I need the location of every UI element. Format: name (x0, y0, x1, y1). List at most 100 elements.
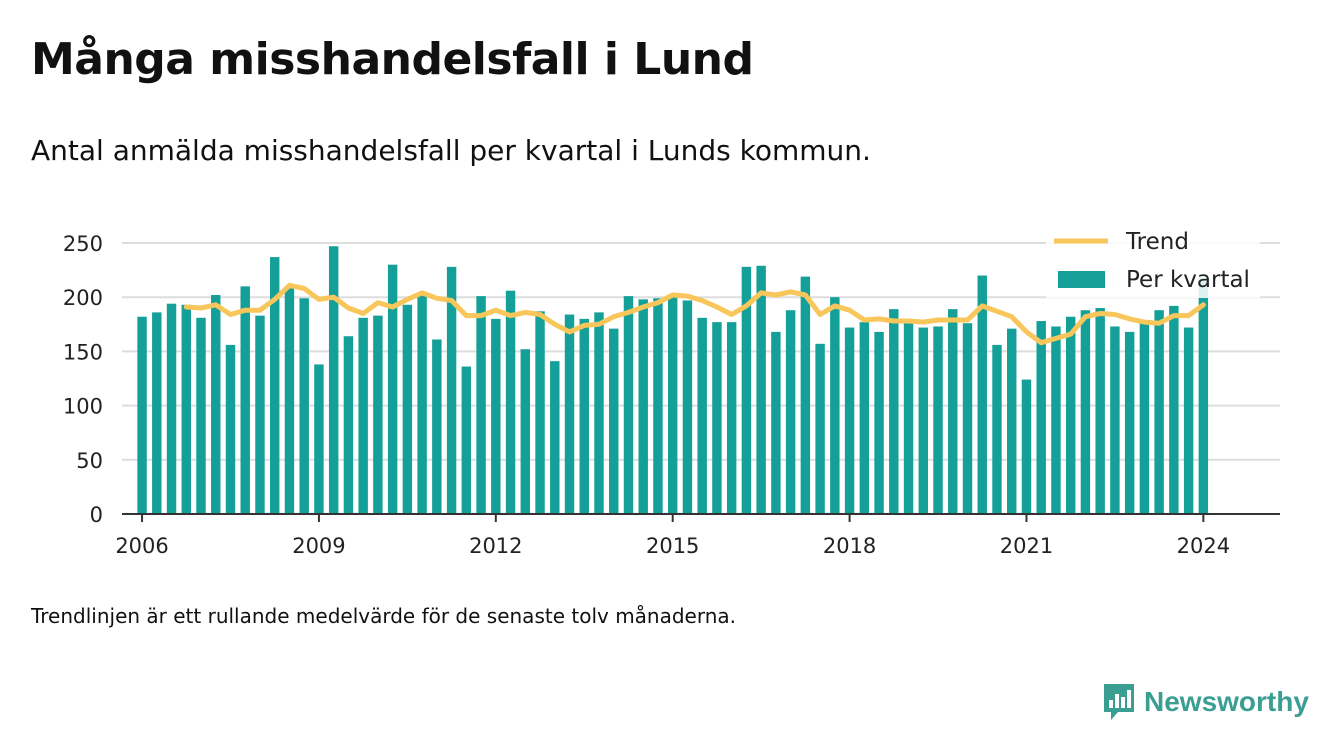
bar (240, 286, 250, 514)
bar (830, 297, 840, 514)
bar (977, 275, 987, 514)
legend-trend-label: Trend (1125, 229, 1189, 255)
bar (269, 257, 280, 514)
bar (535, 311, 545, 514)
bar (726, 322, 737, 514)
bar (1095, 308, 1105, 514)
x-tick-label: 2009 (292, 534, 345, 558)
x-tick-label: 2024 (1177, 534, 1230, 558)
bar (756, 265, 766, 514)
bar (609, 328, 619, 514)
bar (579, 318, 589, 514)
legend-bar-label: Per kvartal (1126, 267, 1250, 293)
bar (594, 312, 604, 514)
y-tick-label: 0 (90, 503, 103, 527)
bars (137, 246, 1209, 514)
bar (387, 264, 398, 514)
bar (491, 318, 501, 514)
bar (1051, 326, 1061, 514)
bar (196, 317, 206, 514)
trend-line (183, 282, 1206, 346)
x-tick-label: 2015 (646, 534, 699, 558)
bar (1124, 331, 1135, 514)
bar (889, 309, 899, 514)
legend-bar-swatch (1058, 271, 1105, 288)
bar (152, 312, 162, 514)
x-tick-label: 2021 (1000, 534, 1053, 558)
y-tick-label: 250 (63, 232, 103, 256)
bar (1036, 321, 1046, 514)
bar (1007, 328, 1017, 514)
bar (520, 349, 531, 514)
x-tick-label: 2012 (469, 534, 522, 558)
bar (550, 361, 560, 514)
chart-title: Många misshandelsfall i Lund (31, 34, 754, 85)
bar (358, 317, 368, 514)
bar (284, 288, 295, 514)
bar (933, 326, 943, 514)
bar (255, 315, 265, 514)
bar (874, 331, 884, 514)
bar (432, 339, 442, 514)
y-tick-label: 100 (63, 395, 103, 419)
y-tick-label: 200 (63, 286, 103, 310)
chart-area: 0 50 100 150 200 250 2006 2009 2012 2015 2018 2021 2… (63, 222, 1280, 558)
bar (948, 309, 958, 514)
bar (1110, 326, 1120, 514)
bar (771, 331, 781, 514)
bar (137, 316, 147, 514)
bar (505, 290, 516, 514)
bar (299, 298, 309, 514)
chart-subtitle: Antal anmälda misshandelsfall per kvarta… (31, 134, 871, 167)
axes: 0 50 100 150 200 250 2006 2009 2012 2015 2018 2021 2… (63, 232, 1280, 558)
bar (328, 246, 339, 514)
bar (417, 295, 427, 514)
bar (564, 314, 575, 514)
bar (225, 344, 236, 514)
bar (815, 343, 825, 514)
bar (992, 344, 1002, 514)
bar (785, 310, 796, 514)
brand-logo[interactable]: Newsworthy (1102, 682, 1309, 722)
legend: Trend Per kvartal (1046, 222, 1260, 298)
y-tick-label: 50 (76, 449, 103, 473)
bar (697, 317, 707, 514)
newsworthy-chart-bubble-icon (1104, 684, 1134, 720)
bar (1065, 316, 1076, 514)
y-tick-label: 150 (63, 340, 103, 364)
bar (667, 296, 678, 514)
bar (314, 364, 324, 514)
bar (1080, 310, 1091, 514)
bar (476, 296, 486, 514)
bar (1169, 305, 1179, 514)
bar (712, 322, 722, 514)
bar (1198, 277, 1209, 514)
bar (638, 299, 648, 514)
bar (800, 276, 811, 514)
bar (1021, 379, 1032, 514)
bar (446, 266, 457, 514)
bar (682, 300, 693, 514)
x-tick-label: 2006 (115, 534, 168, 558)
bar (962, 323, 973, 514)
bar (211, 295, 221, 514)
bar (1183, 327, 1194, 514)
bar (181, 304, 191, 514)
trend-line-group (183, 282, 1206, 346)
bar (1139, 322, 1150, 514)
bar (741, 266, 752, 514)
bar (1154, 310, 1164, 514)
bar (402, 304, 413, 514)
bar (166, 303, 177, 514)
footnote: Trendlinjen är ett rullande medelvärde f… (31, 604, 737, 628)
brand-name: Newsworthy (1144, 686, 1309, 717)
bar (653, 298, 663, 514)
bar (373, 315, 383, 514)
x-tick-label: 2018 (823, 534, 876, 558)
bar (461, 366, 472, 514)
bar (918, 327, 929, 514)
bar (844, 327, 855, 514)
bar (859, 322, 870, 514)
bar (343, 336, 354, 514)
bar (623, 296, 634, 514)
